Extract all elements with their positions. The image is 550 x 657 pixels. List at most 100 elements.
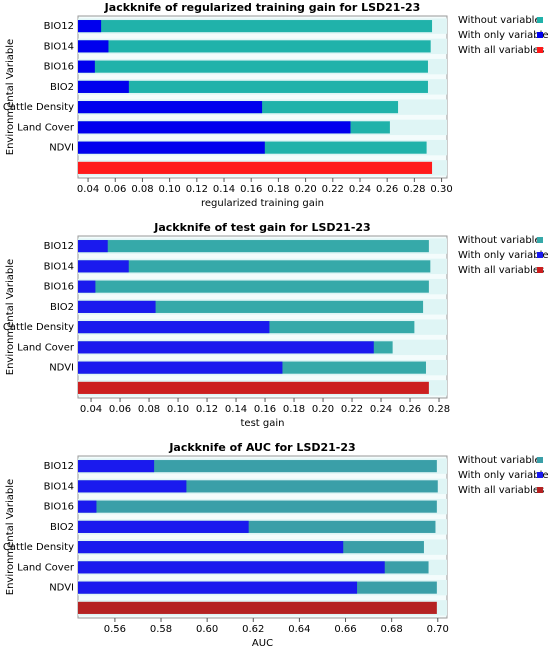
bar <box>78 460 437 473</box>
x-tick-label: 0.04 <box>77 184 99 195</box>
bar <box>78 460 155 473</box>
x-tick-label: 0.16 <box>254 404 276 415</box>
y-tick-label: Cattle Density <box>3 102 74 113</box>
legend-label: With only variable <box>458 30 549 41</box>
x-axis-label: test gain <box>241 418 285 429</box>
x-tick-label: 0.08 <box>131 184 153 195</box>
y-tick-label: BIO2 <box>50 302 74 313</box>
bar <box>78 40 431 53</box>
y-tick-label: BIO2 <box>50 522 74 533</box>
y-axis-label: Environmental Variable <box>5 39 16 155</box>
x-tick-label: 0.26 <box>376 184 398 195</box>
bar <box>78 500 97 513</box>
x-tick-label: 0.56 <box>104 624 126 635</box>
y-tick-label: BIO14 <box>44 481 74 492</box>
x-tick-label: 0.10 <box>159 184 181 195</box>
legend-label: With all variables <box>458 485 544 496</box>
bar <box>78 300 156 313</box>
x-tick-label: 0.10 <box>167 404 189 415</box>
x-tick-label: 0.20 <box>312 404 334 415</box>
bar <box>78 80 428 93</box>
x-tick-label: 0.12 <box>186 184 208 195</box>
x-tick-label: 0.20 <box>294 184 316 195</box>
bar <box>78 341 374 354</box>
x-tick-label: 0.58 <box>150 624 172 635</box>
bar <box>78 500 437 513</box>
legend-swatch <box>537 32 543 38</box>
legend-swatch <box>537 252 543 258</box>
x-tick-label: 0.70 <box>427 624 449 635</box>
x-tick-label: 0.24 <box>370 404 392 415</box>
chart-title: Jackknife of AUC for LSD21-23 <box>168 441 355 454</box>
x-tick-label: 0.24 <box>349 184 371 195</box>
x-tick-label: 0.06 <box>104 184 126 195</box>
y-axis-label: Environmental Variable <box>5 479 16 595</box>
y-tick-label: BIO12 <box>44 461 74 472</box>
legend-label: Without variable <box>458 235 541 246</box>
x-tick-label: 0.06 <box>109 404 131 415</box>
bar <box>78 141 265 154</box>
y-tick-label: BIO12 <box>44 21 74 32</box>
bar <box>78 60 95 73</box>
bar <box>78 40 109 53</box>
bar <box>78 520 249 533</box>
x-tick-label: 0.12 <box>196 404 218 415</box>
bar <box>78 80 129 93</box>
legend-swatch <box>537 457 543 463</box>
y-tick-label: BIO16 <box>44 502 74 513</box>
bar <box>78 260 129 273</box>
y-tick-label: BIO14 <box>44 41 74 52</box>
legend-label: With only variable <box>458 470 549 481</box>
y-tick-label: Land Cover <box>17 122 75 133</box>
x-tick-label: 0.22 <box>341 404 363 415</box>
bar <box>78 561 385 574</box>
chart-title: Jackknife of test gain for LSD21-23 <box>153 221 370 234</box>
bar <box>78 601 437 614</box>
y-tick-label: BIO14 <box>44 261 74 272</box>
bar <box>78 60 428 73</box>
y-tick-label: NDVI <box>49 143 74 154</box>
chart-title: Jackknife of regularized training gain f… <box>104 1 421 14</box>
bar <box>78 161 433 174</box>
bar <box>78 121 351 134</box>
x-tick-label: 0.26 <box>399 404 421 415</box>
bar <box>78 541 344 554</box>
y-tick-label: Cattle Density <box>3 542 74 553</box>
y-tick-label: NDVI <box>49 583 74 594</box>
bar <box>78 280 96 293</box>
x-axis-label: regularized training gain <box>201 198 324 209</box>
y-tick-label: Land Cover <box>17 342 75 353</box>
bar <box>78 240 108 253</box>
bar <box>78 101 263 114</box>
y-tick-label: NDVI <box>49 363 74 374</box>
legend-label: With all variables <box>458 45 544 56</box>
bar <box>78 260 431 273</box>
legend-label: With all variables <box>458 265 544 276</box>
bar <box>78 280 429 293</box>
x-tick-label: 0.14 <box>213 184 235 195</box>
x-tick-label: 0.66 <box>334 624 356 635</box>
x-tick-label: 0.16 <box>240 184 262 195</box>
x-tick-label: 0.30 <box>430 184 452 195</box>
legend-swatch <box>537 17 543 23</box>
x-tick-label: 0.22 <box>322 184 344 195</box>
bar <box>78 300 424 313</box>
legend-label: With only variable <box>458 250 549 261</box>
x-tick-label: 0.28 <box>403 184 425 195</box>
legend-swatch <box>537 237 543 243</box>
y-tick-label: Land Cover <box>17 562 75 573</box>
bar <box>78 480 187 493</box>
bar <box>78 20 102 33</box>
x-tick-label: 0.18 <box>283 404 305 415</box>
x-tick-label: 0.64 <box>288 624 310 635</box>
y-tick-label: BIO16 <box>44 282 74 293</box>
x-axis-label: AUC <box>252 638 273 649</box>
x-tick-label: 0.62 <box>242 624 264 635</box>
bar <box>78 20 433 33</box>
bar <box>78 381 429 394</box>
x-tick-label: 0.04 <box>80 404 102 415</box>
legend-swatch <box>537 47 543 53</box>
legend-label: Without variable <box>458 455 541 466</box>
x-tick-label: 0.28 <box>428 404 450 415</box>
